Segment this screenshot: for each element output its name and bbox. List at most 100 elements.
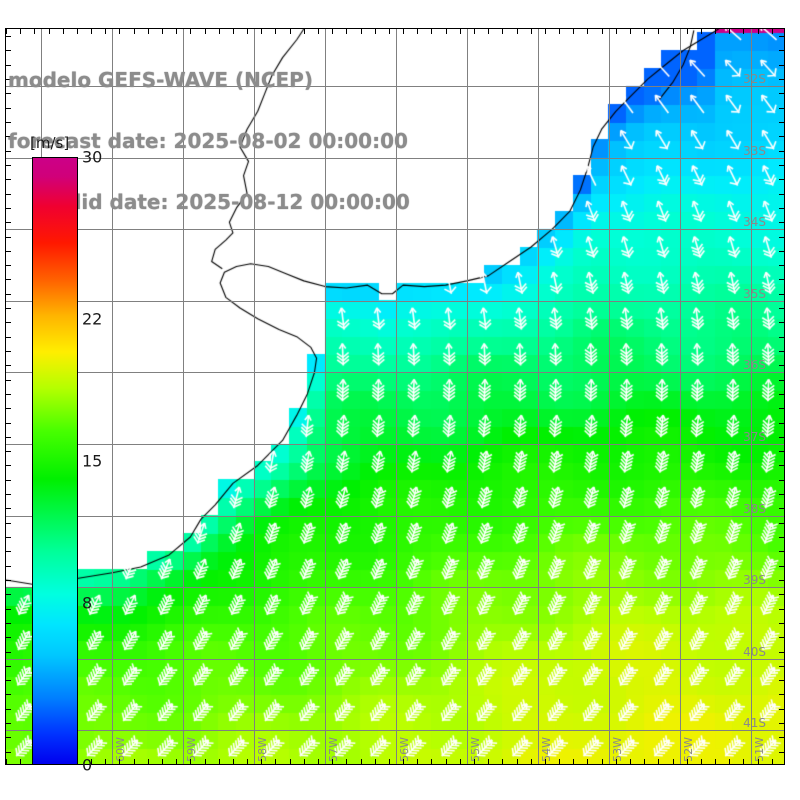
axis-tick xyxy=(275,759,276,764)
axis-tick xyxy=(361,759,362,764)
colorbar[interactable] xyxy=(32,157,78,765)
axis-tick xyxy=(779,237,784,238)
axis-tick xyxy=(779,194,784,195)
axis-tick xyxy=(559,759,560,764)
axis-tick xyxy=(779,523,784,524)
axis-tick xyxy=(531,29,532,34)
axis-tick xyxy=(6,50,11,51)
axis-tick xyxy=(630,29,631,34)
axis-tick xyxy=(517,29,518,34)
axis-tick xyxy=(488,29,489,34)
lon-axis-label: 54W xyxy=(540,737,553,762)
axis-tick xyxy=(6,222,11,223)
map-plot-area[interactable]: 61W60W59W58W57W56W55W54W53W52W51W32S33S3… xyxy=(5,28,785,765)
axis-tick xyxy=(304,759,305,764)
axis-tick xyxy=(779,179,784,180)
axis-tick xyxy=(6,308,11,309)
lon-axis-label: 52W xyxy=(682,737,695,762)
axis-tick xyxy=(729,29,730,34)
axis-tick xyxy=(6,65,11,66)
axis-tick xyxy=(673,29,674,34)
axis-tick xyxy=(715,29,716,34)
axis-tick xyxy=(779,108,784,109)
axis-tick xyxy=(460,29,461,34)
gridline-lat xyxy=(6,372,784,373)
axis-tick xyxy=(779,637,784,638)
axis-tick xyxy=(779,294,784,295)
axis-tick xyxy=(6,580,11,581)
axis-tick xyxy=(779,465,784,466)
axis-tick xyxy=(772,29,773,34)
title-valid-date: valid date: 2025-08-12 00:00:00 xyxy=(48,190,410,215)
gridline-lon xyxy=(112,29,113,764)
gridline-lon xyxy=(751,29,752,764)
axis-tick xyxy=(6,151,11,152)
axis-tick xyxy=(6,251,11,252)
axis-tick xyxy=(779,623,784,624)
axis-tick xyxy=(587,29,588,34)
axis-tick xyxy=(6,623,11,624)
gridline-lat xyxy=(6,516,784,517)
axis-tick xyxy=(779,594,784,595)
gridline-lon xyxy=(254,29,255,764)
axis-tick xyxy=(779,208,784,209)
axis-tick xyxy=(779,136,784,137)
axis-tick xyxy=(559,29,560,34)
axis-tick xyxy=(6,351,11,352)
axis-tick xyxy=(119,759,120,764)
title-model: modelo GEFS-WAVE (NCEP) xyxy=(8,67,313,92)
axis-tick xyxy=(148,759,149,764)
axis-tick xyxy=(304,29,305,34)
axis-tick xyxy=(417,759,418,764)
axis-tick xyxy=(6,694,11,695)
lat-axis-label: 40S xyxy=(743,645,766,659)
axis-tick xyxy=(176,29,177,34)
axis-tick xyxy=(573,29,574,34)
lat-axis-label: 33S xyxy=(743,144,766,158)
lat-axis-label: 34S xyxy=(743,215,766,229)
axis-tick xyxy=(779,36,784,37)
lat-axis-label: 38S xyxy=(743,502,766,516)
axis-tick xyxy=(6,365,11,366)
axis-tick xyxy=(318,759,319,764)
lon-axis-label: 60W xyxy=(114,737,127,762)
axis-tick xyxy=(190,759,191,764)
axis-tick xyxy=(375,759,376,764)
axis-tick xyxy=(6,666,11,667)
axis-tick xyxy=(630,759,631,764)
axis-tick xyxy=(205,29,206,34)
axis-tick xyxy=(77,29,78,34)
axis-tick xyxy=(602,759,603,764)
axis-tick xyxy=(6,294,11,295)
axis-tick xyxy=(779,165,784,166)
axis-tick xyxy=(701,759,702,764)
axis-tick xyxy=(34,29,35,34)
axis-tick xyxy=(247,759,248,764)
axis-tick xyxy=(91,759,92,764)
axis-tick xyxy=(6,36,11,37)
axis-tick xyxy=(779,580,784,581)
axis-tick xyxy=(6,408,11,409)
axis-tick xyxy=(715,759,716,764)
gridline-lat xyxy=(6,86,784,87)
gridline-lon xyxy=(467,29,468,764)
colorbar-tick-8: 8 xyxy=(82,593,93,613)
axis-tick xyxy=(779,50,784,51)
axis-tick xyxy=(779,222,784,223)
axis-tick xyxy=(6,723,11,724)
axis-tick xyxy=(318,29,319,34)
axis-tick xyxy=(460,759,461,764)
axis-tick xyxy=(758,29,759,34)
axis-tick xyxy=(190,29,191,34)
axis-tick xyxy=(729,759,730,764)
axis-tick xyxy=(644,29,645,34)
gridline-lat xyxy=(6,301,784,302)
axis-tick xyxy=(6,136,11,137)
axis-tick xyxy=(644,759,645,764)
gridline-lat xyxy=(6,158,784,159)
axis-tick xyxy=(779,737,784,738)
axis-tick xyxy=(403,759,404,764)
colorbar-tick-30: 30 xyxy=(82,147,103,167)
lon-axis-label: 56W xyxy=(398,737,411,762)
axis-tick xyxy=(758,759,759,764)
